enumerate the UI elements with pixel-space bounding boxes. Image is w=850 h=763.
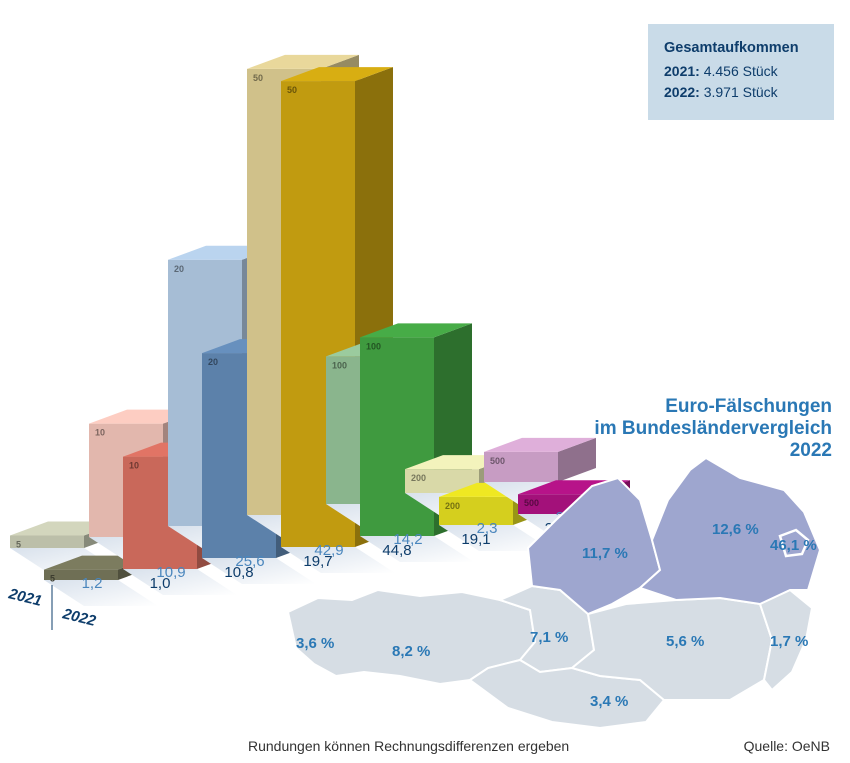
bar-front xyxy=(360,337,434,536)
map-title-line: im Bundesländervergleich xyxy=(594,418,832,439)
bar-front xyxy=(405,469,479,493)
map-label-steiermark: 5,6 % xyxy=(666,633,704,650)
banknote-denomination: 20 xyxy=(208,357,218,367)
bar-side xyxy=(558,437,596,482)
bar-top xyxy=(484,437,596,452)
map-region-niederoesterreich xyxy=(638,456,822,606)
totals-box: Gesamtaufkommen 2021: 4.456 Stück 2022: … xyxy=(648,24,834,120)
map-label-oberoesterreich: 11,7 % xyxy=(582,545,628,562)
banknote-denomination: 200 xyxy=(411,473,426,483)
banknote-denomination: 50 xyxy=(287,85,297,95)
totals-year: 2021: xyxy=(664,63,700,79)
totals-value: 4.456 Stück xyxy=(703,63,778,79)
map-label-salzburg: 7,1 % xyxy=(530,629,568,646)
banknote-denomination: 100 xyxy=(366,341,381,351)
banknote-denomination: 500 xyxy=(524,498,539,508)
bar-front xyxy=(439,496,513,525)
banknote-denomination: 20 xyxy=(174,264,184,274)
banknote-denomination: 5 xyxy=(16,540,21,550)
totals-row-2021: 2021: 4.456 Stück xyxy=(664,61,834,82)
map-label-wien: 46,1 % xyxy=(770,537,817,554)
map-region-burgenland xyxy=(758,588,814,692)
map-label-kaernten: 3,4 % xyxy=(590,693,628,710)
map-label-vorarlberg: 3,6 % xyxy=(296,635,334,652)
banknote-denomination: 200 xyxy=(445,501,460,511)
bar-front xyxy=(10,535,84,548)
bar-top xyxy=(360,323,472,338)
data-label-50-2022: 44,8 xyxy=(382,542,411,559)
totals-heading: Gesamtaufkommen xyxy=(664,40,799,56)
totals-year: 2022: xyxy=(664,84,700,100)
bar-shadow xyxy=(202,558,316,584)
bar-front xyxy=(44,569,118,580)
year-label-2022: 2022 xyxy=(60,605,98,630)
map-label-tirol: 8,2 % xyxy=(392,643,430,660)
bar-shadow xyxy=(123,569,237,595)
footnote: Rundungen können Rechnungsdifferenzen er… xyxy=(248,738,570,754)
data-label-100-2022: 19,1 xyxy=(461,531,490,548)
banknote-denomination: 100 xyxy=(332,360,347,370)
data-label-20-2021: 25,6 xyxy=(235,553,264,570)
source-note: Quelle: OeNB xyxy=(743,738,830,754)
map-region-wien xyxy=(778,528,810,558)
year-label-2021: 2021 xyxy=(6,585,43,610)
banknote-denomination: 50 xyxy=(253,73,263,83)
bar-shadow xyxy=(44,580,158,606)
banknote-denomination: 10 xyxy=(95,428,105,438)
bar-top xyxy=(247,54,359,69)
bar-front xyxy=(484,451,558,482)
data-label-100-2021: 14,2 xyxy=(393,531,422,548)
data-label-5-2021: 1,2 xyxy=(82,575,103,592)
bar-shadow xyxy=(360,536,474,562)
map-label-burgenland: 1,7 % xyxy=(770,633,808,650)
totals-value: 3.971 Stück xyxy=(703,84,778,100)
map-title-line: Euro-Fälschungen xyxy=(665,396,832,417)
banknote-denomination: 500 xyxy=(490,456,505,466)
map-label-niederoesterreich: 12,6 % xyxy=(712,521,759,538)
austria-map: 11,7 % 12,6 % 46,1 % 3,6 % 8,2 % 7,1 % 5… xyxy=(286,456,822,730)
bar-shadow xyxy=(281,547,395,573)
data-label-200-2021: 2,3 xyxy=(477,520,498,537)
banknote-denomination: 5 xyxy=(50,574,55,584)
banknote-denomination: 10 xyxy=(129,461,139,471)
data-label-10-2021: 10,9 xyxy=(156,564,185,581)
data-label-5-2022: 1,0 xyxy=(150,575,171,592)
map-title-line: 2022 xyxy=(789,440,832,461)
data-label-50-2021: 42,9 xyxy=(314,542,343,559)
totals-row-2022: 2022: 3.971 Stück xyxy=(664,82,834,103)
map-title: Euro-Fälschungen im Bundesländervergleic… xyxy=(594,396,832,462)
data-label-10-2022: 10,8 xyxy=(224,564,253,581)
bar-top xyxy=(281,67,393,82)
bar-shadow xyxy=(439,525,553,551)
data-label-20-2022: 19,7 xyxy=(303,553,332,570)
